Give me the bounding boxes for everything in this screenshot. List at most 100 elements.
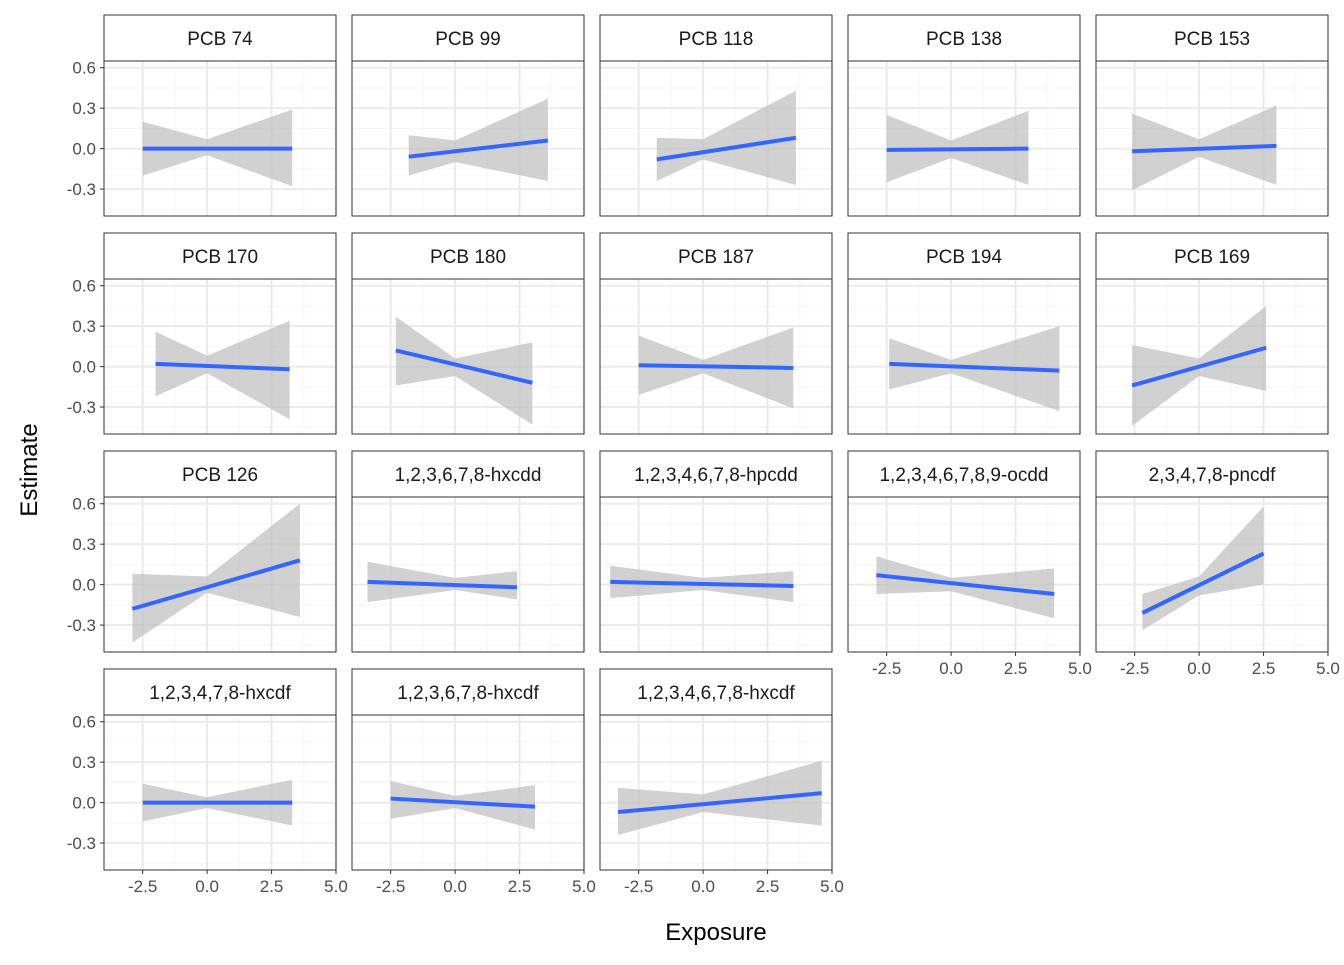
panel-border [103, 278, 337, 435]
facet-title: PCB 170 [182, 247, 258, 268]
facet-panel-5: PCB 153 [1095, 14, 1329, 217]
facet-title: PCB 99 [435, 29, 500, 50]
confidence-band [408, 98, 548, 181]
facet-title: 1,2,3,4,6,7,8,9-ocdd [879, 465, 1048, 486]
facet-strip [103, 14, 337, 62]
fit-line [638, 363, 794, 370]
facet-title: 2,3,4,7,8-pncdf [1149, 465, 1276, 486]
y-tick-label: 0.3 [72, 753, 96, 772]
facet-panel-1: PCB 74 -0.3 0.0 0.3 0.6 [67, 14, 337, 217]
panel-border [103, 496, 337, 653]
y-tick-label: 0.0 [72, 794, 96, 813]
y-tick-label: 0.0 [72, 576, 96, 595]
facet-panel-10: PCB 169 [1095, 232, 1329, 435]
confidence-band [132, 503, 300, 643]
y-tick-label: 0.6 [72, 713, 96, 732]
panel-border [351, 496, 585, 653]
panel-border [103, 714, 337, 871]
fit-line [395, 348, 533, 385]
fit-line [656, 135, 797, 162]
fit-line [617, 791, 822, 815]
panel-border [847, 496, 1081, 653]
fit-line [155, 361, 290, 372]
y-tick-label: -0.3 [67, 180, 96, 199]
y-tick-label: -0.3 [67, 834, 96, 853]
facet-title: 1,2,3,6,7,8-hxcdd [395, 465, 542, 486]
facet-panel-13: 1,2,3,4,6,7,8-hpcdd [599, 450, 833, 653]
x-tick-label: 5.0 [324, 877, 348, 896]
x-tick-label: 0.0 [691, 877, 715, 896]
x-tick-label: 5.0 [1068, 659, 1092, 678]
facet-panel-6: PCB 170 -0.3 0.0 0.3 0.6 [67, 232, 337, 435]
x-tick-label: 2.5 [260, 877, 284, 896]
x-tick-label: 5.0 [572, 877, 596, 896]
panel-border [599, 714, 833, 871]
panel-border [847, 278, 1081, 435]
fit-line [1132, 143, 1277, 154]
x-tick-label: 2.5 [1004, 659, 1028, 678]
facet-title: PCB 169 [1174, 247, 1250, 268]
panel-border [1095, 60, 1329, 217]
facet-title: PCB 187 [678, 247, 754, 268]
x-tick-label: -2.5 [1120, 659, 1149, 678]
x-tick-label: 0.0 [1187, 659, 1211, 678]
facet-title: PCB 118 [679, 29, 754, 50]
panel-border [351, 60, 585, 217]
confidence-band [876, 556, 1055, 619]
facet-title: PCB 126 [182, 465, 258, 486]
facet-panel-12: 1,2,3,6,7,8-hxcdd [351, 450, 585, 653]
x-tick-label: 2.5 [508, 877, 532, 896]
x-tick-label: 2.5 [756, 877, 780, 896]
facet-panel-7: PCB 180 [351, 232, 585, 435]
y-axis-title: Estimate [16, 423, 43, 516]
facet-panel-17: 1,2,3,6,7,8-hxcdf -2.5 0.0 2.5 5.0 [351, 668, 596, 896]
facet-panel-8: PCB 187 [599, 232, 833, 435]
y-tick-label: 0.0 [72, 358, 96, 377]
facet-title: 1,2,3,6,7,8-hxcdf [397, 683, 539, 704]
facet-title: PCB 180 [430, 247, 506, 268]
fit-line [131, 558, 301, 611]
y-tick-label: 0.3 [72, 535, 96, 554]
fit-line [610, 579, 794, 588]
y-tick-label: 0.6 [72, 495, 96, 514]
facet-strip [1095, 232, 1329, 280]
facet-strip [847, 450, 1081, 498]
facet-panel-9: PCB 194 [847, 232, 1081, 435]
fit-line [876, 573, 1055, 597]
facet-strip [599, 668, 833, 716]
y-tick-label: 0.6 [72, 59, 96, 78]
facet-panel-14: 1,2,3,4,6,7,8,9-ocdd -2.5 0.0 2.5 5.0 [847, 450, 1092, 678]
facet-title: 1,2,3,4,7,8-hxcdf [149, 683, 291, 704]
facet-title: PCB 153 [1174, 29, 1250, 50]
confidence-band [390, 781, 535, 830]
facet-strip [847, 14, 1081, 62]
confidence-band [395, 316, 533, 425]
panel-border [1095, 278, 1329, 435]
fit-line [367, 579, 518, 590]
facet-panel-18: 1,2,3,4,6,7,8-hxcdf -2.5 0.0 2.5 5.0 [599, 668, 844, 896]
x-tick-label: -2.5 [376, 877, 405, 896]
confidence-band [656, 90, 796, 185]
y-tick-label: -0.3 [67, 616, 96, 635]
facet-strip [599, 450, 833, 498]
y-tick-label: 0.3 [72, 317, 96, 336]
panel-background [352, 715, 584, 870]
facet-strip [103, 668, 337, 716]
x-tick-label: 0.0 [443, 877, 467, 896]
facet-title: 1,2,3,4,6,7,8-hxcdf [637, 683, 795, 704]
facet-panel-3: PCB 118 [599, 14, 833, 217]
facet-strip [351, 14, 585, 62]
panel-border [1095, 496, 1329, 653]
x-tick-label: 5.0 [1316, 659, 1340, 678]
y-tick-label: 0.3 [72, 99, 96, 118]
panel-border [599, 496, 833, 653]
fit-line [390, 796, 536, 809]
facet-strip [599, 14, 833, 62]
panel-border [103, 60, 337, 217]
fit-line [886, 146, 1029, 152]
facet-strip [103, 450, 337, 498]
facet-title: PCB 138 [926, 29, 1002, 50]
x-tick-label: -2.5 [872, 659, 901, 678]
